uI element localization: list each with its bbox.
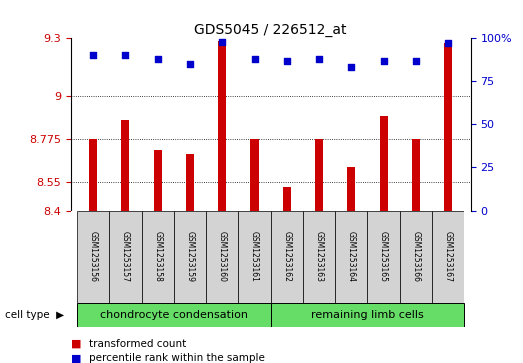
Point (315, 56, 323, 62)
Point (121, 52, 130, 58)
Text: GSM1253167: GSM1253167 (444, 231, 452, 282)
Bar (347, 167, 355, 211)
Bar (89, 139, 97, 211)
Text: GSM1253164: GSM1253164 (347, 231, 356, 282)
Text: GSM1253159: GSM1253159 (186, 231, 195, 282)
Text: cell type  ▶: cell type ▶ (5, 310, 64, 320)
Text: transformed count: transformed count (89, 339, 186, 349)
Bar (71, 211, 77, 303)
Point (379, 58, 388, 64)
Text: remaining limb cells: remaining limb cells (311, 310, 424, 320)
Bar (186, 154, 194, 211)
Text: GSM1253163: GSM1253163 (314, 231, 324, 282)
Bar (303, 211, 335, 303)
Text: GSM1253161: GSM1253161 (250, 231, 259, 282)
Bar (238, 211, 271, 303)
Bar (335, 211, 368, 303)
Title: GDS5045 / 226512_at: GDS5045 / 226512_at (195, 23, 347, 37)
Bar (432, 211, 464, 303)
Bar (464, 211, 471, 303)
Text: ■: ■ (71, 339, 81, 349)
Bar (77, 303, 271, 327)
Bar (251, 139, 258, 211)
Bar (218, 41, 226, 211)
Bar (121, 119, 130, 211)
Bar (174, 211, 206, 303)
Bar (271, 211, 303, 303)
Bar (271, 303, 464, 327)
Point (347, 65, 356, 70)
Text: GSM1253162: GSM1253162 (282, 231, 291, 282)
Bar (400, 211, 432, 303)
Bar (368, 211, 400, 303)
Text: GSM1253156: GSM1253156 (89, 231, 98, 282)
Bar (109, 211, 142, 303)
Point (412, 58, 420, 64)
Text: chondrocyte condensation: chondrocyte condensation (100, 310, 248, 320)
Text: percentile rank within the sample: percentile rank within the sample (89, 353, 265, 363)
Point (218, 38, 226, 44)
Text: GSM1253165: GSM1253165 (379, 231, 388, 282)
Bar (315, 139, 323, 211)
Point (251, 56, 259, 62)
Text: GSM1253157: GSM1253157 (121, 231, 130, 282)
Point (89, 52, 97, 58)
Text: GSM1253158: GSM1253158 (153, 231, 162, 282)
Point (282, 58, 291, 64)
Point (444, 40, 452, 46)
Text: GSM1253160: GSM1253160 (218, 231, 227, 282)
Point (154, 56, 162, 62)
Bar (412, 139, 420, 211)
Text: ■: ■ (71, 353, 81, 363)
Bar (142, 211, 174, 303)
Bar (77, 211, 109, 303)
Point (186, 61, 194, 67)
Text: GSM1253166: GSM1253166 (412, 231, 420, 282)
Bar (206, 211, 238, 303)
Bar (444, 43, 452, 211)
Bar (380, 116, 388, 211)
Bar (283, 187, 291, 211)
Bar (154, 150, 162, 211)
